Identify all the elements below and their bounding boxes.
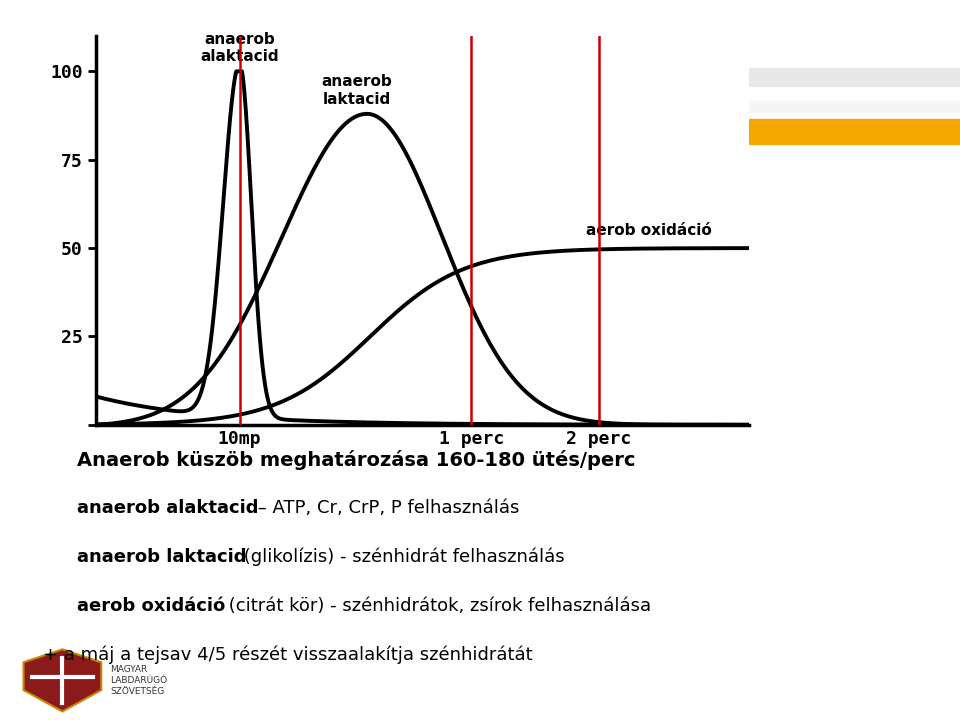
Bar [691, 68, 960, 86]
Text: (glikolízis) - szénhidrát felhasználás: (glikolízis) - szénhidrát felhasználás [238, 548, 564, 567]
Text: MAGYAR
LABDARÚGÓ
SZÖVETSÉG: MAGYAR LABDARÚGÓ SZÖVETSÉG [110, 665, 168, 696]
Bar [691, 101, 960, 112]
Text: anaerob laktacid: anaerob laktacid [77, 548, 247, 566]
Text: aerob oxidáció: aerob oxidáció [77, 597, 225, 615]
Text: – ATP, Cr, CrP, P felhasználás: – ATP, Cr, CrP, P felhasználás [252, 499, 520, 517]
Text: aerob oxidáció: aerob oxidáció [586, 223, 711, 238]
Bar [691, 119, 960, 144]
Text: Anaerob küszöb meghatározása 160-180 ütés/perc: Anaerob küszöb meghatározása 160-180 üté… [77, 450, 636, 470]
Text: + a máj a tejsav 4/5 részét visszaalakítja szénhidrátát: + a máj a tejsav 4/5 részét visszaalakít… [43, 646, 533, 665]
Polygon shape [23, 649, 101, 711]
Text: anaerob
alaktacid: anaerob alaktacid [201, 32, 279, 64]
Text: (citrát kör) - szénhidrátok, zsírok felhasználása: (citrát kör) - szénhidrátok, zsírok felh… [223, 597, 651, 615]
Text: anaerob
laktacid: anaerob laktacid [322, 74, 393, 107]
Text: anaerob alaktacid: anaerob alaktacid [77, 499, 258, 517]
